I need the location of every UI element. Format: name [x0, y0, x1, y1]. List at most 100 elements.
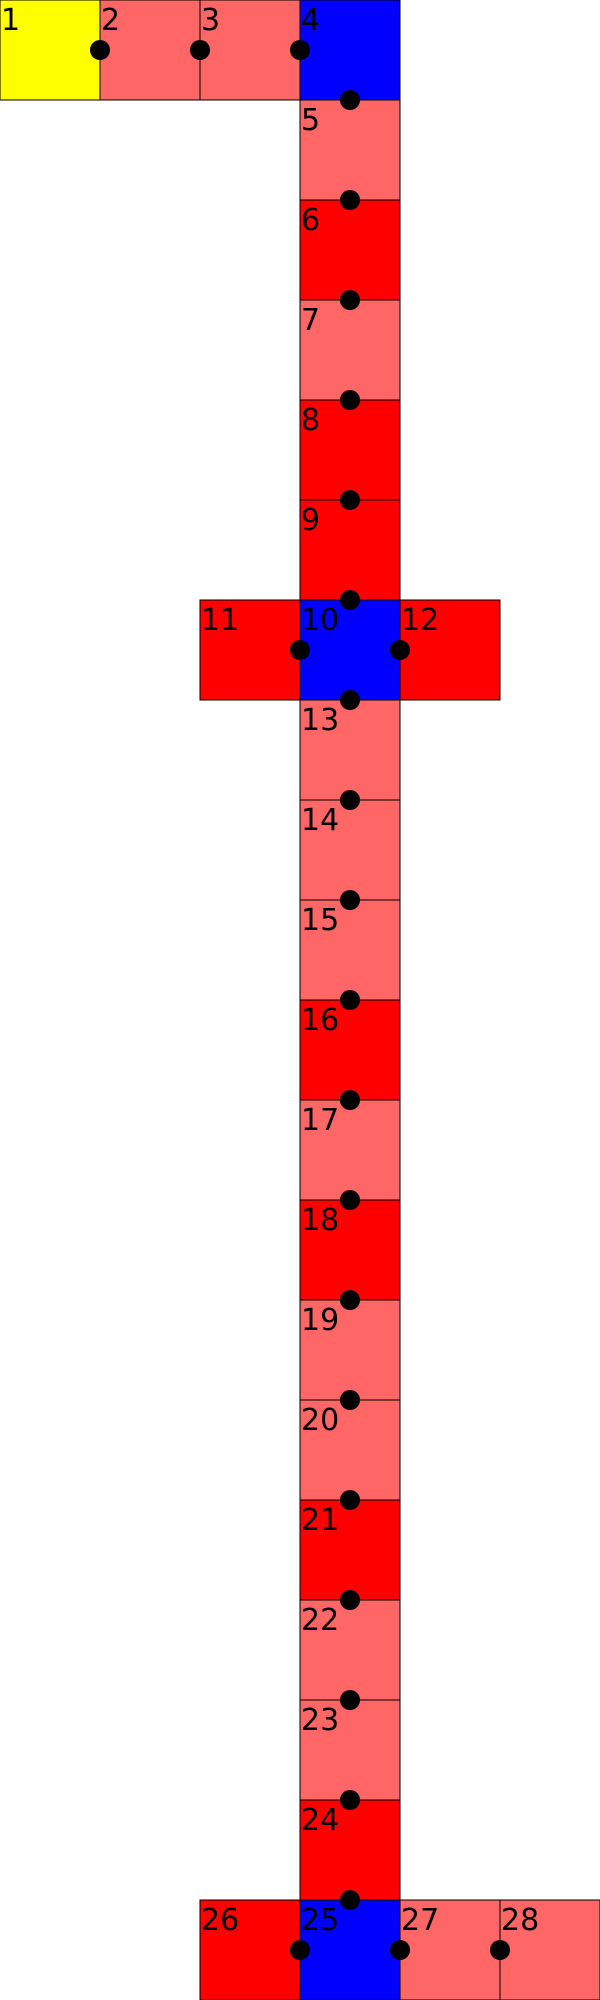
cell-13: 13	[299, 699, 401, 801]
cell-22: 22	[299, 1599, 401, 1701]
cell-label: 15	[301, 903, 339, 938]
cell-label: 20	[301, 1403, 339, 1438]
cell-tile	[0, 0, 101, 101]
cell-label: 4	[301, 3, 320, 38]
cell-tile	[199, 599, 301, 701]
connector-dot-5-6	[340, 190, 360, 210]
connector-dot-24-25	[340, 1890, 360, 1910]
cell-tile	[299, 199, 401, 301]
cell-label: 27	[401, 1903, 439, 1938]
connector-dot-21-22	[340, 1590, 360, 1610]
cell-label: 9	[301, 503, 320, 538]
cell-7: 7	[299, 299, 401, 401]
cell-21: 21	[299, 1499, 401, 1601]
connector-dots-layer	[90, 40, 510, 1960]
cell-tile	[299, 499, 401, 601]
cell-2: 2	[99, 0, 201, 101]
connector-dot-15-16	[340, 990, 360, 1010]
connector-dot-18-19	[340, 1290, 360, 1310]
cell-28: 28	[499, 1899, 600, 2000]
cell-3: 3	[199, 0, 301, 101]
cell-tile	[299, 799, 401, 901]
connector-dot-4-5	[340, 90, 360, 110]
cell-tile	[299, 299, 401, 401]
connector-dot-27-28	[490, 1940, 510, 1960]
connector-dot-22-23	[340, 1690, 360, 1710]
cell-16: 16	[299, 999, 401, 1101]
connector-dot-10-12	[390, 640, 410, 660]
connector-dot-1-2	[90, 40, 110, 60]
cell-19: 19	[299, 1299, 401, 1401]
cell-10: 10	[299, 599, 401, 701]
cell-tile	[199, 1899, 301, 2000]
cell-15: 15	[299, 899, 401, 1001]
cell-26: 26	[199, 1899, 301, 2000]
cell-9: 9	[299, 499, 401, 601]
cell-label: 1	[1, 3, 20, 38]
cell-24: 24	[299, 1799, 401, 1901]
cell-tile	[299, 1699, 401, 1801]
cell-tile	[299, 599, 401, 701]
cell-tile	[299, 1399, 401, 1501]
cell-tile	[299, 1199, 401, 1301]
cell-label: 7	[301, 303, 320, 338]
cell-label: 22	[301, 1603, 339, 1638]
cell-tile	[399, 599, 501, 701]
cell-label: 28	[501, 1903, 539, 1938]
cell-label: 13	[301, 703, 339, 738]
connector-dot-25-27	[390, 1940, 410, 1960]
connector-dot-8-9	[340, 490, 360, 510]
connector-dot-17-18	[340, 1190, 360, 1210]
cell-tile	[299, 99, 401, 201]
cell-tile	[299, 1099, 401, 1201]
cell-label: 17	[301, 1103, 339, 1138]
cell-tile	[299, 899, 401, 1001]
cell-label: 16	[301, 1003, 339, 1038]
cell-tile	[299, 1299, 401, 1401]
cell-tile	[299, 0, 401, 101]
cell-label: 23	[301, 1703, 339, 1738]
cell-tile	[299, 1499, 401, 1601]
cell-label: 25	[301, 1903, 339, 1938]
connector-dot-20-21	[340, 1490, 360, 1510]
cell-label: 8	[301, 403, 320, 438]
cell-20: 20	[299, 1399, 401, 1501]
connector-dot-14-15	[340, 890, 360, 910]
cell-tile	[299, 999, 401, 1101]
cell-4: 4	[299, 0, 401, 101]
cell-17: 17	[299, 1099, 401, 1201]
cell-23: 23	[299, 1699, 401, 1801]
connector-dot-16-17	[340, 1090, 360, 1110]
cell-label: 19	[301, 1303, 339, 1338]
cell-14: 14	[299, 799, 401, 901]
cell-label: 18	[301, 1203, 339, 1238]
cell-27: 27	[399, 1899, 501, 2000]
cell-25: 25	[299, 1899, 401, 2000]
cell-label: 14	[301, 803, 339, 838]
cell-tile	[299, 1799, 401, 1901]
connector-dot-13-14	[340, 790, 360, 810]
connector-dot-26-25	[290, 1940, 310, 1960]
cell-12: 12	[399, 599, 501, 701]
cell-label: 2	[101, 3, 120, 38]
cell-label: 5	[301, 103, 320, 138]
connector-dot-3-4	[290, 40, 310, 60]
cell-tile	[299, 699, 401, 801]
cell-label: 11	[201, 603, 239, 638]
cell-11: 11	[199, 599, 301, 701]
cell-18: 18	[299, 1199, 401, 1301]
cell-tile	[299, 399, 401, 501]
connector-dot-10-13	[340, 690, 360, 710]
cell-5: 5	[299, 99, 401, 201]
cell-tile	[499, 1899, 600, 2000]
connector-dot-19-20	[340, 1390, 360, 1410]
cell-label: 10	[301, 603, 339, 638]
cell-label: 21	[301, 1503, 339, 1538]
connector-dot-2-3	[190, 40, 210, 60]
cell-tile	[299, 1899, 401, 2000]
connector-dot-23-24	[340, 1790, 360, 1810]
connector-dot-11-10	[290, 640, 310, 660]
cell-label: 6	[301, 203, 320, 238]
